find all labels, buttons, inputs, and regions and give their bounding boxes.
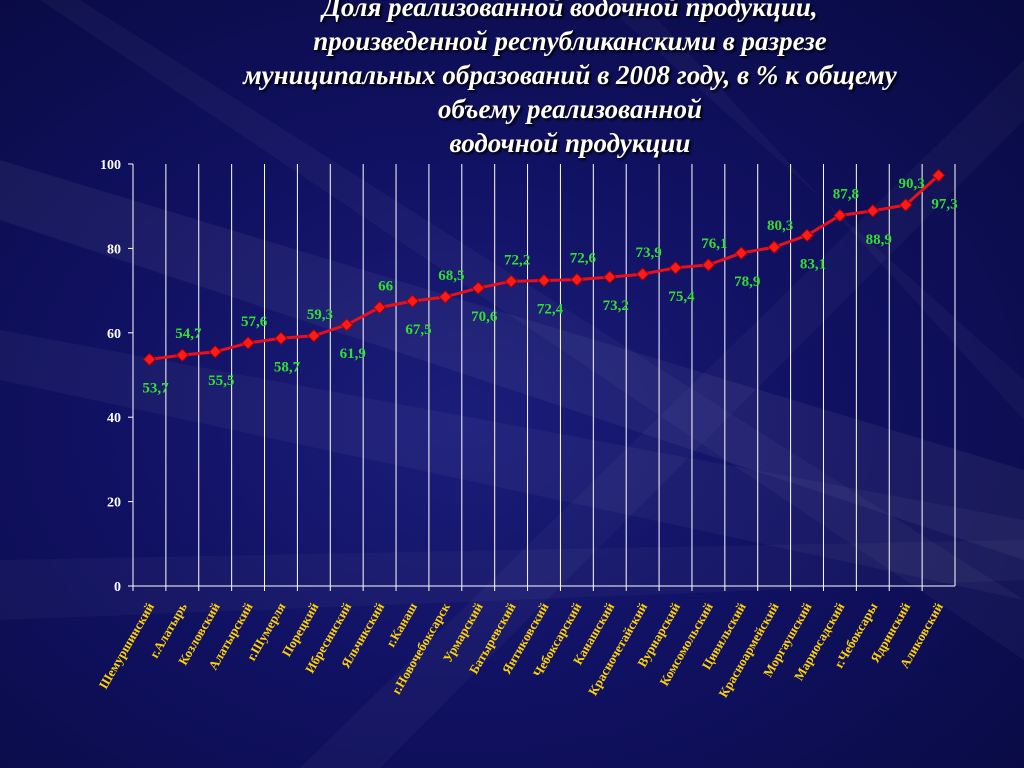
data-point	[274, 331, 288, 345]
title-line: произведенной республиканскими в разрезе	[313, 26, 827, 56]
data-label: 68,5	[438, 268, 464, 284]
data-point	[800, 228, 814, 243]
data-label: 75,4	[668, 289, 695, 305]
data-point	[307, 329, 321, 343]
data-point	[603, 270, 617, 284]
data-label: 67,5	[405, 322, 431, 338]
y-tick-label: 60	[107, 327, 121, 342]
data-point	[405, 294, 420, 308]
data-label: 57,6	[241, 314, 268, 330]
category-label: г.Канаш	[383, 600, 420, 649]
data-label: 73,2	[603, 298, 629, 314]
data-label: 58,7	[274, 359, 301, 375]
data-point	[208, 345, 222, 359]
data-point	[635, 267, 650, 281]
title-line: водочной продукции	[449, 128, 691, 158]
data-point	[471, 281, 485, 295]
data-label: 72,2	[504, 252, 530, 268]
y-tick-label: 100	[100, 158, 121, 173]
data-label: 83,1	[800, 256, 826, 272]
data-label: 97,3	[931, 196, 957, 212]
data-point	[701, 258, 716, 272]
data-label: 55,5	[208, 373, 234, 389]
data-label: 72,4	[537, 301, 564, 317]
data-point	[570, 272, 584, 287]
title-line: муниципальных образований в 2008 году, в…	[243, 60, 897, 90]
data-point	[372, 300, 387, 315]
data-point	[833, 208, 847, 223]
data-point	[931, 168, 946, 183]
data-point	[241, 336, 255, 350]
data-point	[142, 352, 157, 367]
data-label: 70,6	[471, 309, 498, 325]
data-label: 54,7	[175, 326, 202, 342]
data-label: 72,6	[570, 251, 597, 267]
data-label: 78,9	[734, 274, 760, 290]
data-point	[734, 246, 748, 260]
data-label: 76,1	[701, 236, 727, 252]
y-tick-label: 40	[107, 411, 121, 426]
y-tick-label: 20	[107, 496, 121, 511]
data-point	[767, 240, 781, 254]
category-label: Красночетайский	[585, 600, 650, 698]
data-point	[438, 290, 453, 304]
data-label: 66	[378, 278, 394, 294]
title-line: объему реализованной	[437, 94, 703, 124]
data-label: 61,9	[340, 346, 366, 362]
data-label: 80,3	[767, 218, 793, 234]
data-label: 87,8	[833, 186, 859, 202]
y-tick-label: 0	[114, 580, 121, 595]
data-point	[866, 204, 880, 218]
data-point	[668, 261, 683, 275]
data-point	[175, 348, 190, 362]
category-label: Шемуршинский	[96, 600, 158, 692]
data-label: 88,9	[866, 232, 892, 248]
chart-title: Доля реализованной водочной продукции, п…	[150, 0, 990, 160]
y-tick-label: 80	[107, 242, 121, 257]
data-label: 53,7	[142, 380, 169, 396]
title-line: Доля реализованной водочной продукции,	[322, 0, 818, 22]
data-point	[504, 274, 518, 289]
data-point	[537, 273, 551, 288]
data-label: 59,3	[307, 307, 333, 323]
data-point	[898, 198, 913, 212]
data-label: 90,3	[899, 176, 925, 192]
data-point	[340, 318, 354, 332]
data-label: 73,9	[636, 245, 662, 261]
